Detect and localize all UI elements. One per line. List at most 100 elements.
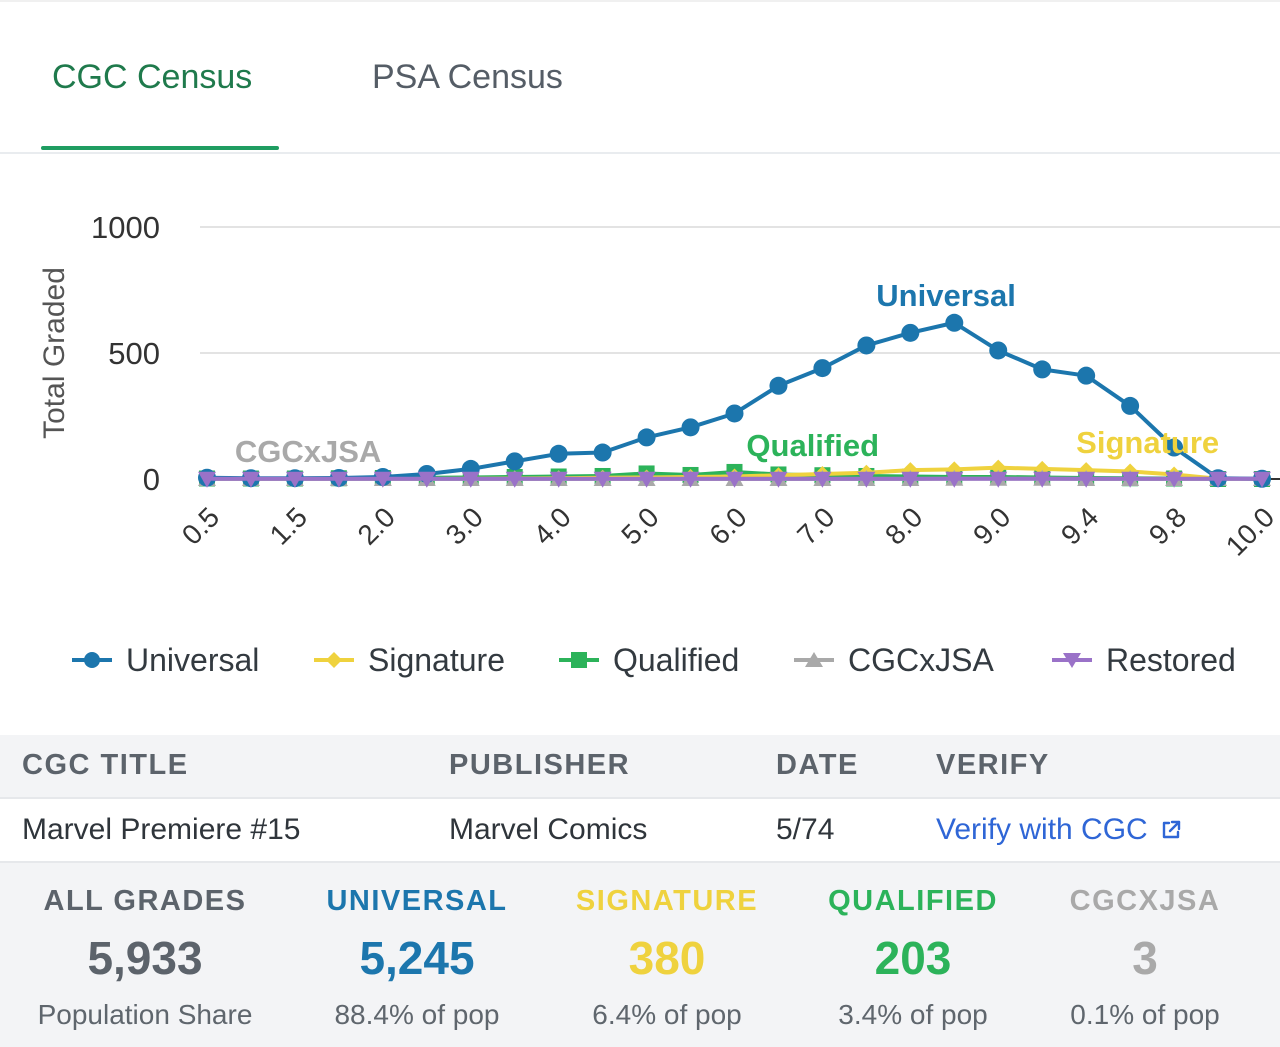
data-point-universal: [945, 313, 964, 332]
data-point-restored: [285, 471, 304, 488]
x-tick-label: 9.0: [967, 501, 1016, 550]
stat-subtext: 0.1% of pop: [1070, 999, 1220, 1030]
data-point-restored: [593, 471, 612, 488]
data-point-universal: [813, 359, 832, 378]
verify-link-label: Verify with CGC: [936, 813, 1148, 846]
tab-cgc-census[interactable]: CGC Census: [52, 58, 253, 96]
y-axis-label: Total Graded: [38, 267, 71, 439]
data-point-restored: [1121, 471, 1140, 488]
data-point-restored: [1165, 471, 1184, 488]
data-point-restored: [1253, 471, 1271, 488]
series-annotation-qualified: Qualified: [746, 428, 879, 463]
data-point-restored: [769, 471, 788, 488]
data-point-restored: [989, 471, 1008, 488]
data-point-restored: [373, 471, 392, 488]
series-annotation-universal: Universal: [876, 278, 1016, 313]
data-point-universal: [901, 323, 920, 342]
x-tick-label: 9.8: [1143, 501, 1192, 550]
stat-subtext: 6.4% of pop: [592, 999, 742, 1030]
data-point-universal: [1033, 360, 1052, 379]
data-point-universal: [857, 336, 876, 355]
x-tick-label: 7.0: [791, 501, 840, 550]
legend-item-restored[interactable]: Restored: [1052, 638, 1236, 682]
y-tick-label: 1000: [91, 210, 160, 245]
census-chart: 0 500 1000 Total Graded 0.5 1.5 2.0 3.0 4.0 5.0 6.…: [38, 210, 1280, 562]
x-tick-label: 1.5: [264, 501, 313, 550]
data-point-universal: [989, 341, 1008, 360]
square-icon: [559, 652, 599, 668]
data-point-universal: [681, 418, 700, 437]
x-tick-label: 0.5: [176, 501, 225, 550]
stat-subtext: 88.4% of pop: [334, 999, 500, 1030]
data-point-restored: [198, 471, 216, 488]
data-point-restored: [461, 471, 480, 488]
verify-with-cgc-link[interactable]: Verify with CGC: [936, 813, 1182, 847]
x-tick-label: 8.0: [879, 501, 928, 550]
data-point-restored: [329, 471, 348, 488]
header-date: DATE: [776, 749, 859, 781]
data-point-restored: [1033, 471, 1052, 488]
data-point-restored: [1077, 471, 1096, 488]
diamond-icon: [314, 652, 354, 668]
data-point-universal: [1165, 438, 1184, 457]
data-point-restored: [637, 471, 656, 488]
stat-label: QUALIFIED: [828, 885, 998, 917]
data-point-restored: [945, 471, 964, 488]
legend-item-signature[interactable]: Signature: [314, 638, 505, 682]
comic-info-table: CGC TITLE PUBLISHER DATE VERIFY Marvel P…: [0, 735, 1280, 863]
data-point-universal: [637, 428, 656, 447]
publisher-name: Marvel Comics: [449, 813, 648, 846]
data-point-universal: [725, 404, 744, 423]
header-verify: VERIFY: [936, 749, 1050, 781]
data-point-restored: [725, 471, 744, 488]
triangle-down-icon: [1052, 653, 1092, 668]
top-border: [0, 0, 1280, 2]
legend-label: Signature: [368, 641, 505, 678]
header-publisher: PUBLISHER: [449, 749, 631, 781]
x-tick-label: 3.0: [440, 501, 489, 550]
census-tabs: CGC Census PSA Census: [0, 0, 1280, 154]
header-cgc-title: CGC TITLE: [22, 749, 189, 781]
comic-title: Marvel Premiere #15: [22, 813, 301, 846]
stat-value: 5,245: [359, 932, 475, 984]
table-header-row: CGC TITLE PUBLISHER DATE VERIFY: [0, 735, 1280, 799]
data-point-restored: [505, 471, 524, 488]
stat-label: SIGNATURE: [575, 885, 759, 917]
legend-label: Universal: [126, 641, 260, 678]
data-point-restored: [901, 471, 920, 488]
legend-label: Qualified: [613, 641, 740, 678]
publication-date: 5/74: [776, 813, 835, 846]
data-point-signature: [990, 459, 1007, 476]
data-point-universal: [505, 452, 524, 471]
data-point-restored: [857, 471, 876, 488]
x-tick-label: 6.0: [703, 501, 752, 550]
table-row: Marvel Premiere #15 Marvel Comics 5/74 V…: [0, 799, 1280, 863]
legend-label: Restored: [1106, 641, 1236, 678]
stat-subtext: 3.4% of pop: [838, 999, 988, 1030]
x-tick-label: 4.0: [527, 501, 576, 550]
triangle-icon: [794, 652, 834, 667]
data-point-restored: [1209, 471, 1228, 488]
data-point-restored: [549, 471, 568, 488]
legend-item-qualified[interactable]: Qualified: [559, 638, 739, 682]
legend-item-universal[interactable]: Universal: [72, 638, 259, 682]
stat-value: 380: [628, 932, 706, 984]
circle-icon: [72, 652, 112, 668]
x-tick-label: 5.0: [615, 501, 664, 550]
legend-label: CGCxJSA: [848, 641, 994, 678]
stat-value: 3: [1132, 932, 1158, 984]
stat-label: ALL GRADES: [43, 885, 247, 917]
y-tick-label: 500: [108, 336, 160, 371]
stat-value: 5,933: [87, 932, 203, 984]
data-point-universal: [549, 444, 568, 463]
x-tick-label: 10.0: [1220, 501, 1280, 561]
y-tick-label: 0: [143, 462, 160, 497]
data-point-restored: [417, 471, 436, 488]
data-point-universal: [593, 443, 612, 462]
population-stats: ALL GRADES 5,933 Population Share UNIVER…: [0, 863, 1280, 1047]
series-annotation-cgcxjsa: CGCxJSA: [235, 434, 381, 469]
legend-item-cgcxjsa[interactable]: CGCxJSA: [794, 638, 994, 682]
stat-label: UNIVERSAL: [326, 885, 508, 917]
x-tick-label: 2.0: [352, 501, 401, 550]
tab-psa-census[interactable]: PSA Census: [372, 58, 563, 96]
